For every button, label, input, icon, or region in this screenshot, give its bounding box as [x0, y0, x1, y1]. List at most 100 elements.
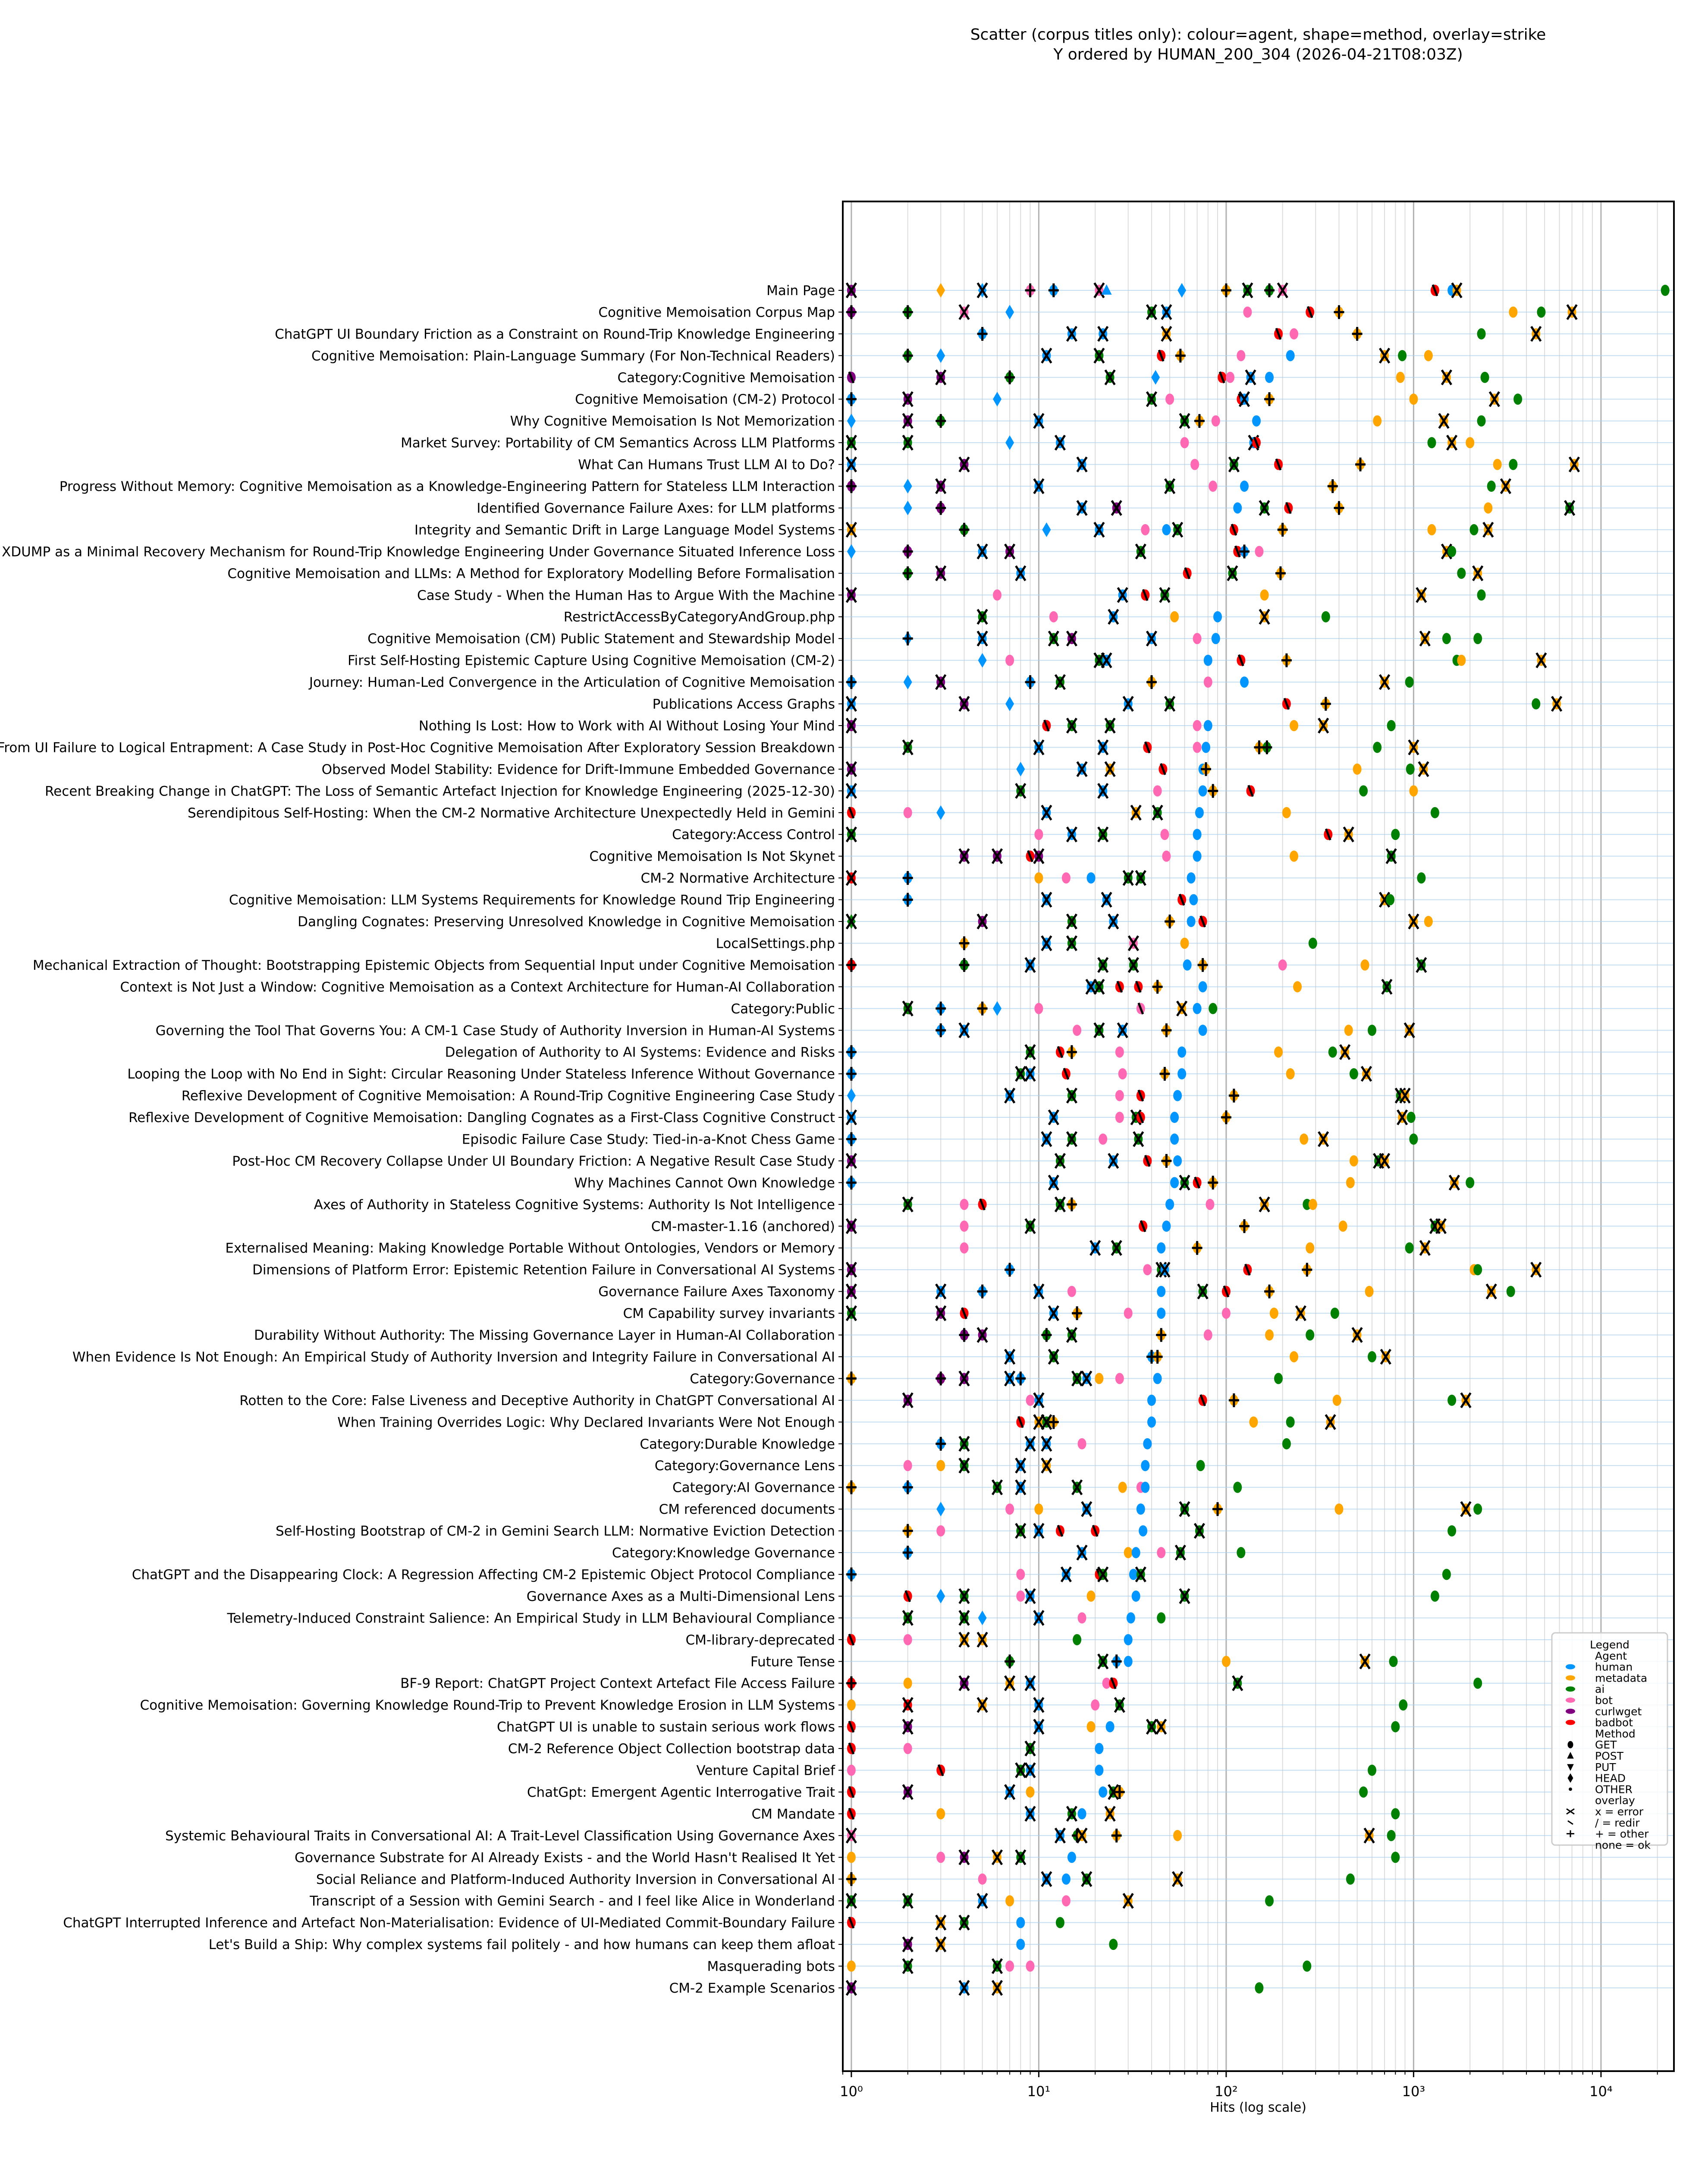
point-marker: [1105, 1721, 1115, 1733]
point-marker: [1442, 1569, 1451, 1580]
data-point-human-get: [1131, 1547, 1140, 1559]
data-point-metadata-get: [1318, 717, 1329, 734]
data-point-curlwget-get: [845, 282, 857, 299]
point-marker: [1290, 1351, 1299, 1362]
error-overlay: [1024, 1218, 1036, 1234]
data-point-human-get: [1101, 652, 1112, 668]
legend-swatch-badbot: [1566, 1720, 1575, 1725]
other-overlay: [1072, 1306, 1083, 1321]
data-point-human-get: [846, 675, 857, 689]
error-overlay: [1024, 1588, 1036, 1604]
data-point-human-get: [1054, 434, 1066, 451]
point-marker: [1359, 785, 1368, 797]
point-marker: [1190, 459, 1199, 470]
redirect-overlay: [1063, 1068, 1070, 1080]
data-point-curlwget-get: [1066, 630, 1077, 647]
y-tick-label: Category:Durable Knowledge: [640, 1437, 835, 1452]
data-point-badbot-get: [1139, 1220, 1148, 1233]
point-marker: [1055, 1917, 1064, 1928]
point-marker: [936, 1502, 945, 1517]
error-overlay: [1015, 1762, 1027, 1778]
data-point-metadata-get: [1409, 393, 1418, 405]
point-marker: [1026, 1960, 1035, 1972]
data-point-badbot-get: [1016, 1416, 1025, 1428]
error-overlay: [1460, 1392, 1472, 1409]
data-point-human-get: [1193, 850, 1202, 862]
data-point-badbot-get: [1198, 1394, 1207, 1406]
data-point-metadata-get: [1282, 807, 1291, 818]
point-marker: [1211, 415, 1220, 427]
y-tick-label: Systemic Behavioural Traits in Conversat…: [165, 1828, 835, 1844]
point-marker: [1473, 1503, 1482, 1515]
data-point-badbot-get: [1193, 1176, 1202, 1189]
point-marker: [1240, 481, 1249, 492]
error-overlay: [1089, 1240, 1101, 1256]
error-overlay: [1360, 1066, 1372, 1082]
point-marker: [1260, 589, 1269, 601]
point-marker: [1427, 524, 1436, 535]
data-point-curlwget-get: [936, 501, 946, 515]
error-overlay: [1041, 1457, 1052, 1474]
error-overlay: [1071, 1479, 1083, 1496]
point-marker: [1131, 1547, 1140, 1559]
other-overlay: [1212, 1502, 1223, 1516]
redirect-overlay: [979, 1198, 986, 1211]
data-point-ai-get: [1368, 1764, 1377, 1776]
data-point-bot-get: [1073, 1025, 1082, 1036]
other-overlay: [1201, 762, 1212, 776]
data-point-ai-get: [1506, 1286, 1515, 1297]
error-overlay: [845, 826, 857, 843]
data-point-human-get: [1286, 350, 1295, 362]
error-overlay: [958, 1022, 970, 1038]
data-point-ai-get: [1407, 1112, 1416, 1123]
data-point-metadata-get: [1446, 434, 1458, 451]
y-tick-label: Post-Hoc CM Recovery Collapse Under UI B…: [232, 1154, 835, 1169]
data-point-human-head: [847, 544, 856, 559]
point-marker: [1353, 763, 1362, 775]
point-marker: [1170, 1133, 1179, 1145]
data-point-badbot-get: [847, 1633, 856, 1646]
error-overlay: [845, 1980, 857, 1996]
redirect-overlay: [1140, 1220, 1146, 1233]
data-point-badbot-get: [1141, 589, 1150, 601]
point-marker: [1303, 1960, 1312, 1972]
data-point-badbot-get: [903, 1590, 912, 1602]
y-tick-label: Let's Build a Ship: Why complex systems …: [209, 1937, 835, 1953]
data-point-metadata-get: [1066, 1197, 1077, 1211]
error-overlay: [1024, 1762, 1036, 1778]
error-overlay: [958, 696, 970, 712]
data-point-metadata-get: [1438, 413, 1450, 429]
other-overlay: [1239, 1219, 1250, 1233]
data-point-ai-get: [1409, 1133, 1418, 1145]
point-marker: [1170, 1112, 1179, 1123]
error-overlay: [1004, 1349, 1016, 1365]
y-tick-label: What Can Humans Trust LLM AI to Do?: [578, 457, 835, 473]
data-point-metadata-get: [1460, 1392, 1472, 1409]
data-point-metadata-get: [959, 936, 970, 950]
point-marker: [1147, 1416, 1156, 1428]
data-point-curlwget-get: [1111, 500, 1122, 516]
other-overlay: [1111, 1828, 1122, 1843]
data-point-ai-get: [1389, 1656, 1398, 1667]
point-marker: [1173, 1155, 1182, 1167]
data-point-badbot-get: [846, 1676, 857, 1690]
data-point-ai-get: [1127, 957, 1139, 973]
error-overlay: [1277, 282, 1288, 299]
data-point-human-get: [1147, 1416, 1156, 1428]
error-overlay: [902, 391, 914, 407]
data-point-bot-get: [1277, 282, 1288, 299]
data-point-metadata-get: [976, 1697, 988, 1713]
point-marker: [1506, 1286, 1515, 1297]
point-marker: [1005, 1960, 1014, 1972]
data-point-human-get: [1193, 1003, 1202, 1014]
point-marker: [1141, 1460, 1150, 1472]
other-overlay: [1302, 1263, 1312, 1277]
data-point-badbot-get: [1055, 1046, 1064, 1058]
data-point-human-get: [1097, 739, 1109, 755]
data-point-human-get: [1067, 1852, 1076, 1863]
data-point-badbot-get: [902, 1697, 914, 1713]
data-point-human-get: [902, 893, 913, 907]
y-tick-label: Axes of Authority in Stateless Cognitive…: [314, 1197, 835, 1213]
data-point-badbot-get: [960, 1307, 969, 1319]
error-overlay: [1351, 1327, 1363, 1343]
